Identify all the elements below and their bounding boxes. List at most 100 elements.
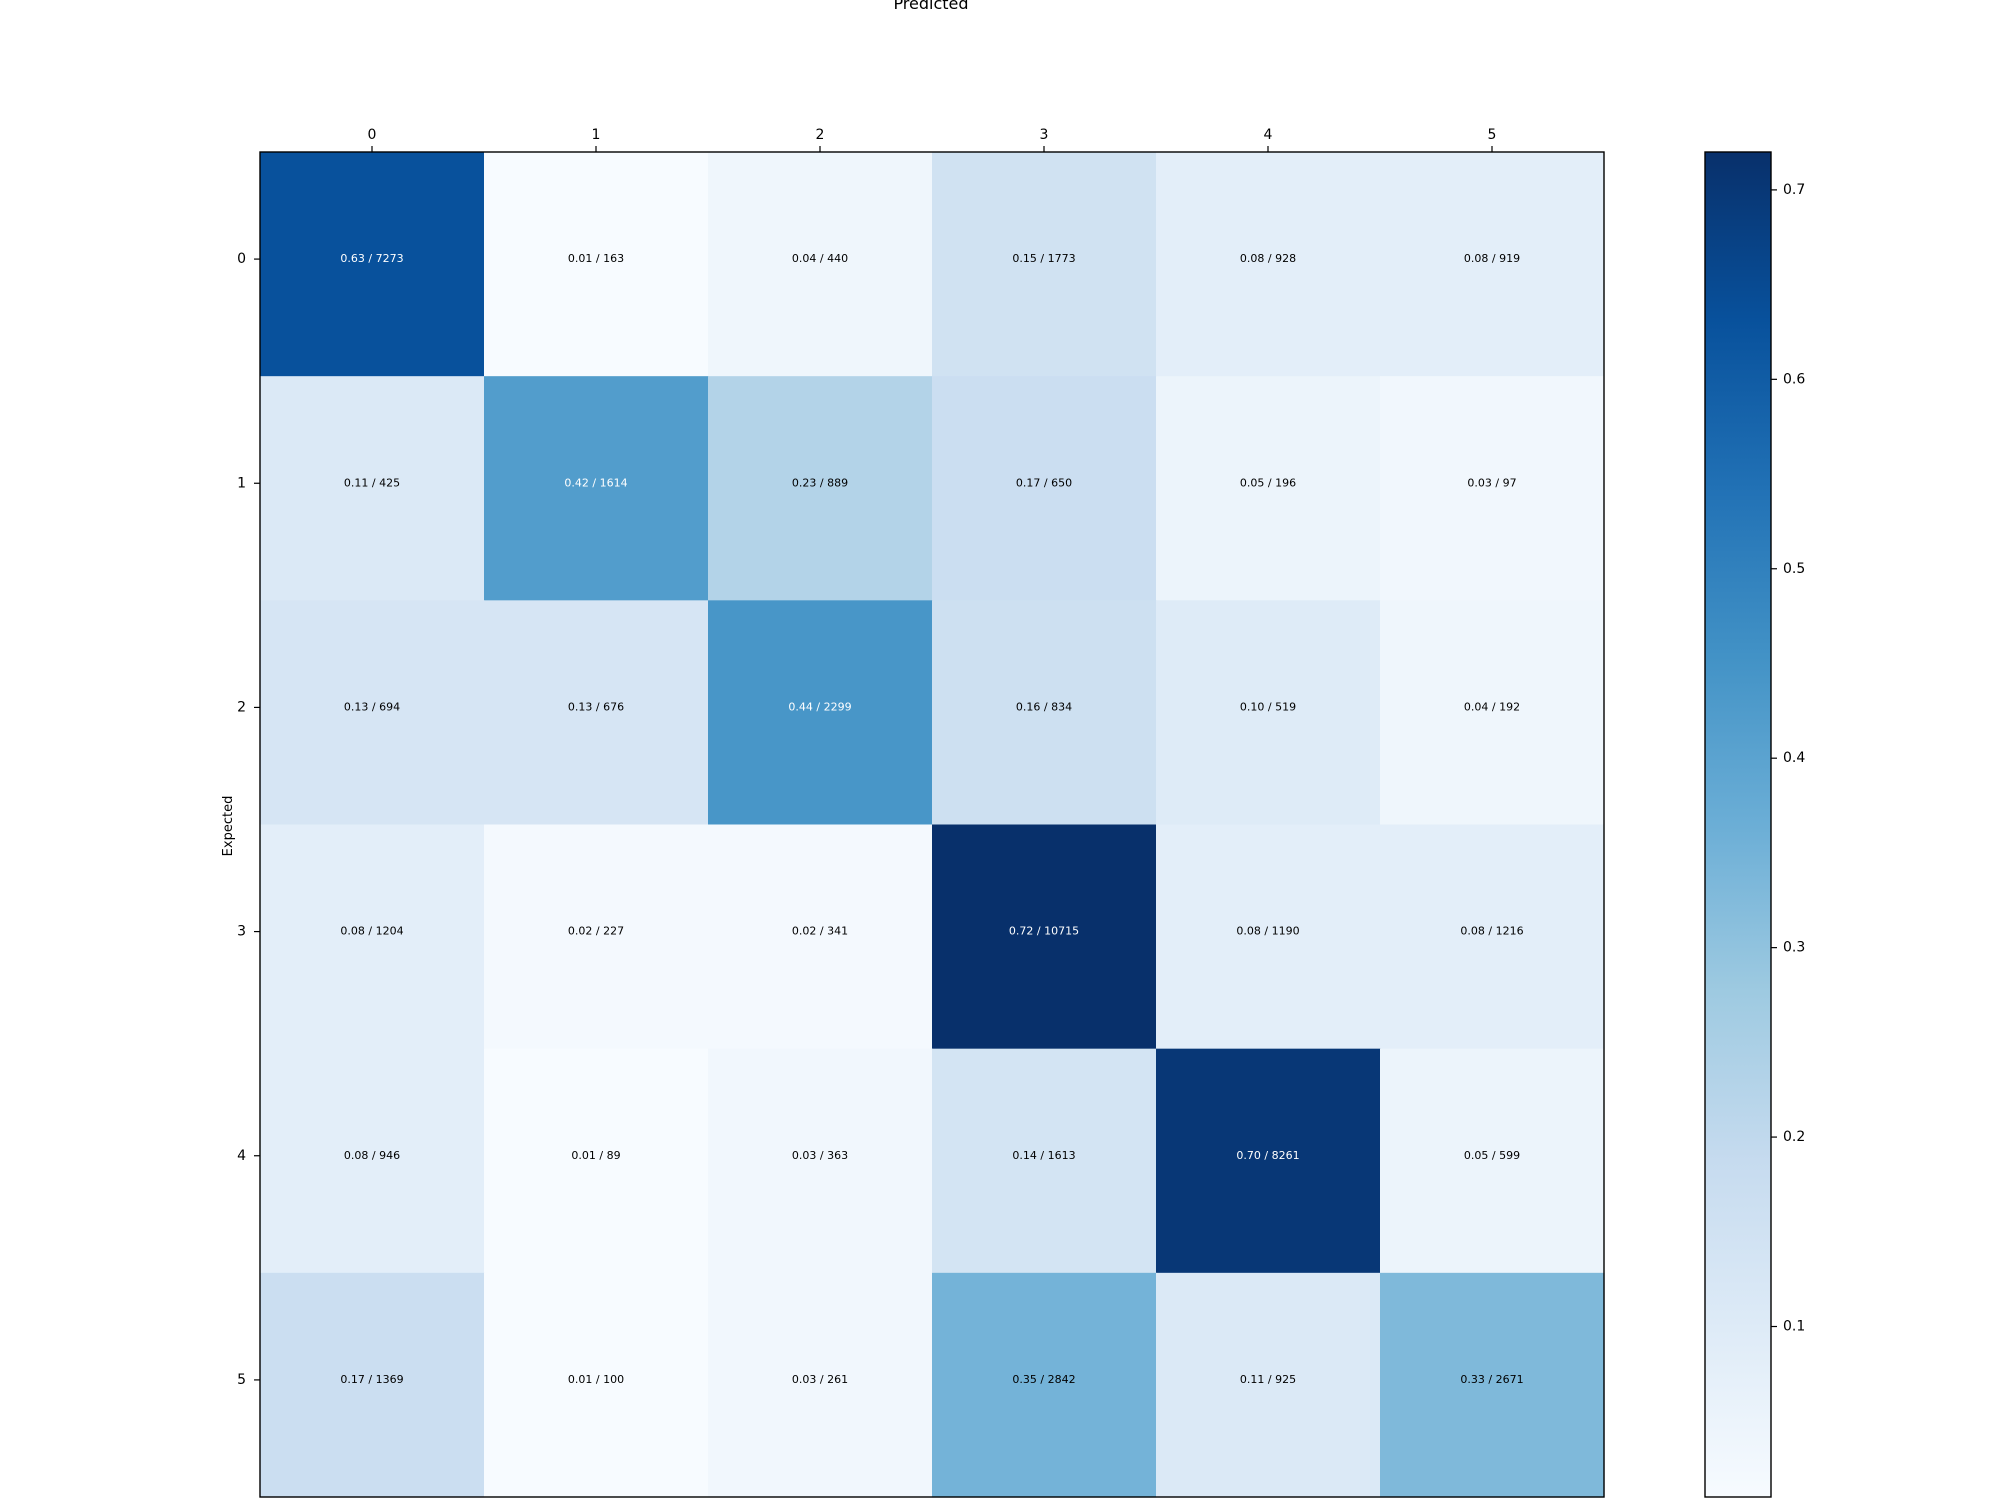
heatmap-cell <box>932 1272 1157 1498</box>
heatmap-cell <box>484 600 709 826</box>
cell-value-label: 0.05 / 196 <box>1240 476 1296 489</box>
plot-frame <box>259 151 1605 1498</box>
cell-value-label: 0.17 / 650 <box>1016 476 1072 489</box>
x-tick-label: 1 <box>592 127 601 143</box>
heatmap-cell <box>1156 376 1381 601</box>
y-tick-label: 5 <box>237 1372 246 1388</box>
cell-value-label: 0.08 / 919 <box>1464 252 1520 265</box>
heatmap-cell <box>1380 600 1605 826</box>
cell-value-label: 0.33 / 2671 <box>1460 1373 1523 1386</box>
cell-value-label: 0.63 / 7273 <box>340 252 403 265</box>
heatmap-cell <box>260 376 485 601</box>
cell-value-label: 0.02 / 341 <box>792 925 848 938</box>
heatmap-cell <box>484 152 709 377</box>
heatmap-cells <box>260 152 1605 1498</box>
heatmap-cell-labels: 0.63 / 7273 0.01 / 163 0.04 / 440 0.15 / 17… <box>340 252 1523 1386</box>
y-tick-label: 3 <box>237 924 246 940</box>
cell-value-label: 0.13 / 676 <box>568 700 624 713</box>
heatmap-cell <box>932 1048 1157 1274</box>
cell-value-label: 0.01 / 163 <box>568 252 624 265</box>
cell-value-label: 0.01 / 100 <box>568 1373 624 1386</box>
cell-value-label: 0.04 / 440 <box>792 252 848 265</box>
y-tick-label: 1 <box>237 475 246 491</box>
cell-value-label: 0.35 / 2842 <box>1012 1373 1075 1386</box>
cell-value-label: 0.08 / 946 <box>344 1149 400 1162</box>
colorbar: 0.1 0.2 0.3 0.4 0.5 0.6 0.7 <box>1704 151 1805 1498</box>
cell-value-label: 0.72 / 10715 <box>1009 925 1079 938</box>
x-tick-label: 0 <box>368 127 377 143</box>
heatmap-cell <box>708 824 933 1050</box>
cell-value-label: 0.11 / 425 <box>344 476 400 489</box>
colorbar-tick-label: 0.4 <box>1783 750 1805 766</box>
cell-value-label: 0.17 / 1369 <box>340 1373 403 1386</box>
x-tick-label: 5 <box>1488 127 1497 143</box>
x-tick-label: 4 <box>1264 127 1273 143</box>
colorbar-ticks: 0.1 0.2 0.3 0.4 0.5 0.6 0.7 <box>1771 182 1805 1335</box>
heatmap-cell <box>1156 600 1381 826</box>
heatmap-cell <box>1380 1048 1605 1274</box>
heatmap-cell <box>708 376 933 601</box>
cell-value-label: 0.08 / 1216 <box>1460 925 1523 938</box>
heatmap-cell <box>484 1272 709 1498</box>
cell-value-label: 0.23 / 889 <box>792 476 848 489</box>
x-tick-label: 2 <box>816 127 825 143</box>
x-axis-ticks: 0 1 2 3 4 5 <box>368 127 1497 152</box>
cell-value-label: 0.14 / 1613 <box>1012 1149 1075 1162</box>
cell-value-label: 0.02 / 227 <box>568 925 624 938</box>
heatmap-cell <box>1156 152 1381 377</box>
heatmap-cell <box>1380 376 1605 601</box>
y-tick-label: 4 <box>237 1148 246 1164</box>
heatmap-cell <box>1380 824 1605 1050</box>
cell-value-label: 0.05 / 599 <box>1464 1149 1520 1162</box>
heatmap-cell <box>932 376 1157 601</box>
cell-value-label: 0.11 / 925 <box>1240 1373 1296 1386</box>
heatmap-cell <box>260 600 485 826</box>
colorbar-tick-label: 0.7 <box>1783 182 1805 198</box>
cell-value-label: 0.42 / 1614 <box>564 476 627 489</box>
heatmap-cell <box>708 1048 933 1274</box>
heatmap-cell <box>1156 1048 1381 1274</box>
cell-value-label: 0.04 / 192 <box>1464 700 1520 713</box>
heatmap-cell <box>260 1272 485 1498</box>
heatmap-cell <box>708 1272 933 1498</box>
heatmap-cell <box>932 824 1157 1050</box>
heatmap-cell <box>484 376 709 601</box>
colorbar-tick-label: 0.3 <box>1783 940 1805 956</box>
y-tick-label: 2 <box>237 699 246 715</box>
heatmap-cell <box>260 1048 485 1274</box>
heatmap-cell <box>260 152 485 377</box>
heatmap-cell <box>708 600 933 826</box>
heatmap-cell <box>1380 1272 1605 1498</box>
heatmap-cell <box>1156 824 1381 1050</box>
cell-value-label: 0.08 / 928 <box>1240 252 1296 265</box>
colorbar-frame <box>1704 151 1772 1498</box>
cell-value-label: 0.16 / 834 <box>1016 700 1072 713</box>
heatmap-cell <box>708 152 933 377</box>
heatmap-cell <box>260 824 485 1050</box>
heatmap-cell <box>932 152 1157 377</box>
cell-value-label: 0.03 / 261 <box>792 1373 848 1386</box>
heatmap-cell <box>1156 1272 1381 1498</box>
cell-value-label: 0.10 / 519 <box>1240 700 1296 713</box>
cell-value-label: 0.03 / 97 <box>1467 476 1516 489</box>
colorbar-tick-label: 0.2 <box>1783 1129 1805 1145</box>
cell-value-label: 0.08 / 1204 <box>340 925 403 938</box>
cell-value-label: 0.13 / 694 <box>344 700 400 713</box>
cell-value-label: 0.01 / 89 <box>571 1149 620 1162</box>
y-tick-label: 0 <box>237 251 246 267</box>
heatmap-cell <box>484 824 709 1050</box>
colorbar-gradient <box>1705 152 1771 1497</box>
colorbar-tick-label: 0.1 <box>1783 1319 1805 1335</box>
colorbar-tick-label: 0.6 <box>1783 371 1805 387</box>
x-tick-label: 3 <box>1040 127 1049 143</box>
cell-value-label: 0.70 / 8261 <box>1236 1149 1299 1162</box>
heatmap-cell <box>932 600 1157 826</box>
cell-value-label: 0.15 / 1773 <box>1012 252 1075 265</box>
heatmap-cell <box>484 1048 709 1274</box>
heatmap-cell <box>1380 152 1605 377</box>
cell-value-label: 0.08 / 1190 <box>1236 925 1299 938</box>
x-axis-label: Predicted <box>893 0 968 13</box>
y-axis-label: Expected <box>221 796 236 857</box>
